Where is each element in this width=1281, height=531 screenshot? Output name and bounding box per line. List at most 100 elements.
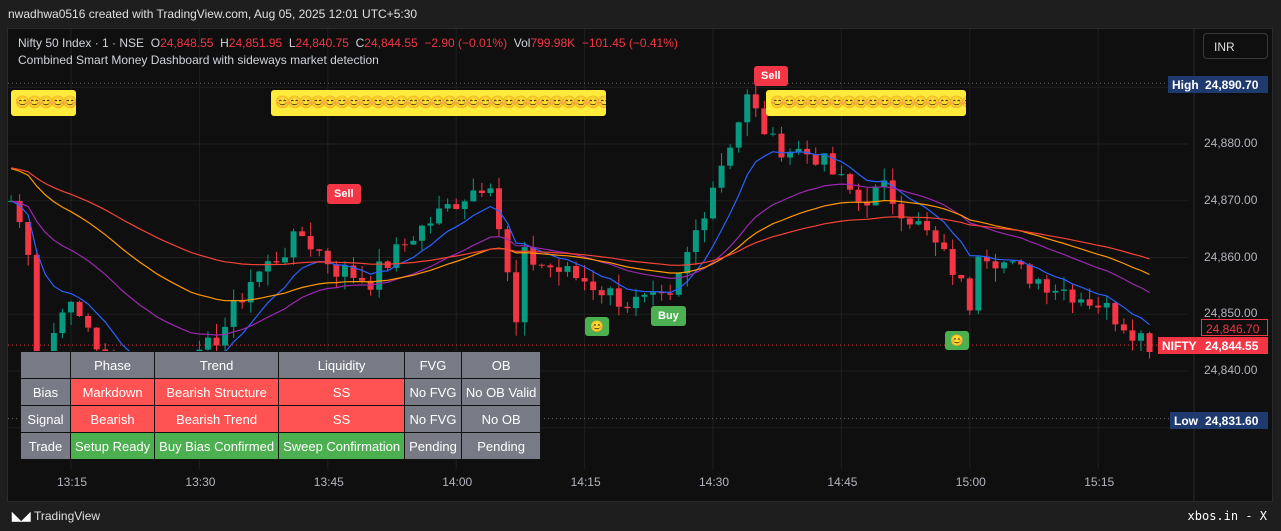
- source-label: xbos.in - X: [1187, 509, 1267, 523]
- candle-body: [872, 186, 879, 206]
- candle-body: [1086, 299, 1093, 306]
- candle-body: [247, 282, 254, 303]
- candle-body: [650, 292, 657, 295]
- symbol-tag: NIFTY: [1158, 337, 1201, 354]
- chart-pane[interactable]: Nifty 50 Index · 1 · NSE O24,848.55 H24,…: [7, 28, 1273, 503]
- candle-body: [264, 261, 271, 272]
- price-tick: 24,840.00: [1204, 363, 1258, 377]
- close-value: 24,844.55: [364, 36, 418, 50]
- candle-body: [778, 133, 785, 158]
- candle-body: [418, 225, 425, 241]
- symbol-legend: Nifty 50 Index · 1 · NSE O24,848.55 H24,…: [18, 36, 678, 50]
- dashboard-cell: Pending: [404, 432, 462, 460]
- candle-body: [1060, 289, 1067, 291]
- candle-body: [932, 230, 939, 243]
- dashboard-cell: SS: [278, 378, 406, 406]
- currency-button[interactable]: INR: [1203, 33, 1268, 59]
- candle-body: [25, 222, 32, 255]
- low-tag: Low: [1170, 412, 1202, 429]
- candle-body: [812, 154, 819, 165]
- candle-body: [427, 223, 434, 226]
- low-value: 24,840.75: [295, 36, 349, 50]
- smart-money-dashboard: Phase Trend Liquidity FVG OB Bias Markdown Bear…: [20, 351, 542, 460]
- candle-body: [256, 271, 263, 283]
- buy-signal: Buy: [651, 306, 686, 326]
- dashboard-cell: No FVG: [404, 378, 462, 406]
- candle-body: [521, 247, 528, 323]
- emoji-banner: 😊😊😊😊😊😊😊😊😊😊😊😊😊😊😊😊😊😊😊😊😊😊😊😊😊😊😊😊😊😊😊😊😊😊😊😊😊😊😊😊: [766, 90, 966, 116]
- candle-body: [855, 189, 862, 202]
- candle-body: [710, 187, 716, 219]
- candle-body: [478, 190, 485, 194]
- candle-body: [658, 292, 665, 294]
- crosshair-price: 24,846.70: [1201, 319, 1268, 336]
- candle-body: [667, 293, 674, 295]
- candle-body: [530, 247, 537, 265]
- dashboard-cell: No FVG: [404, 405, 462, 433]
- candle-body: [93, 327, 100, 350]
- candle-body: [316, 249, 323, 251]
- dashboard-cell: Buy Bias Confirmed: [154, 432, 280, 460]
- volume-value: 799.98K: [530, 36, 576, 50]
- dashboard-header: FVG: [404, 351, 462, 379]
- open-label: O: [150, 36, 161, 50]
- dashboard-header: [20, 351, 71, 379]
- candle-body: [590, 281, 597, 291]
- sell-signal: Sell: [327, 184, 361, 204]
- dashboard-cell: Bearish Structure: [154, 378, 280, 406]
- candle-body: [958, 274, 965, 279]
- time-tick: 14:00: [442, 475, 473, 489]
- candle-body: [50, 333, 57, 365]
- candle-body: [624, 306, 631, 309]
- candle-body: [1120, 324, 1127, 331]
- candle-body: [213, 337, 220, 346]
- dashboard-header: Phase: [69, 351, 156, 379]
- candle-body: [401, 244, 408, 246]
- symbol-name[interactable]: Nifty 50 Index · 1 · NSE: [18, 36, 145, 50]
- dashboard-row: Signal Bearish Bearish Trend SS No FVG No OB: [20, 405, 542, 433]
- indicator-name[interactable]: Combined Smart Money Dashboard with side…: [18, 53, 379, 67]
- moving-average-line: [10, 168, 1150, 302]
- candle-body: [376, 261, 383, 290]
- volume-label: Vol: [513, 36, 531, 50]
- brand-name[interactable]: TradingView: [34, 509, 101, 523]
- candle-body: [821, 153, 828, 165]
- low-price: 24,831.60: [1201, 412, 1268, 429]
- candle-body: [906, 218, 913, 225]
- dashboard-cell: Trade: [20, 432, 71, 460]
- candle-body: [204, 337, 211, 350]
- candle-body: [299, 231, 306, 237]
- moving-average-line: [10, 167, 1150, 266]
- candle-body: [564, 266, 571, 272]
- candle-body: [607, 288, 614, 296]
- candle-body: [461, 201, 468, 210]
- time-tick: 13:30: [185, 475, 216, 489]
- dashboard-header: Liquidity: [278, 351, 406, 379]
- candle-body: [16, 200, 23, 223]
- candle-body: [1078, 299, 1085, 303]
- candle-body: [675, 273, 682, 295]
- dashboard-cell: Pending: [460, 432, 542, 460]
- chart-credit: nwadhwa0516 created with TradingView.com…: [0, 0, 1281, 28]
- candle-body: [1095, 305, 1102, 308]
- volume-change: −101.45 (−0.41%): [581, 36, 678, 50]
- candle-body: [33, 254, 40, 400]
- time-tick: 14:30: [699, 475, 730, 489]
- candle-body: [393, 244, 400, 268]
- sell-signal: Sell: [754, 66, 788, 86]
- candle-body: [598, 290, 605, 296]
- high-price: 24,890.70: [1201, 76, 1268, 93]
- dashboard-header: Trend: [154, 351, 280, 379]
- candle-body: [787, 151, 794, 158]
- candle-body: [889, 180, 896, 204]
- dashboard-row: Trade Setup Ready Buy Bias Confirmed Sweep …: [20, 432, 542, 460]
- candle-body: [1035, 279, 1042, 284]
- dashboard-cell: Bearish Trend: [154, 405, 280, 433]
- candle-body: [341, 265, 348, 277]
- candle-body: [538, 264, 545, 266]
- dashboard-cell: SS: [278, 405, 406, 433]
- candle-body: [59, 312, 66, 334]
- candle-body: [727, 147, 734, 166]
- candle-body: [924, 221, 930, 231]
- candle-body: [752, 94, 759, 109]
